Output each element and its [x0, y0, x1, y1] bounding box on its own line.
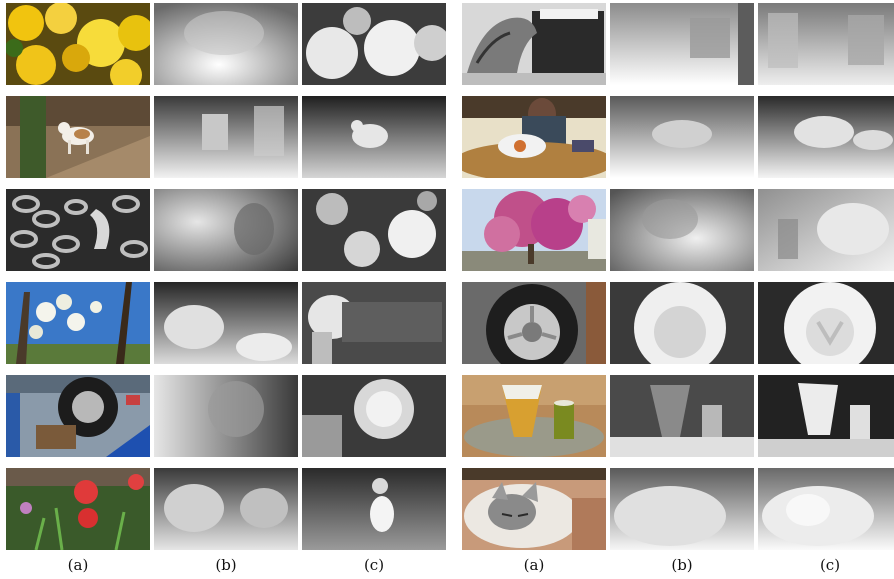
depth-map-b [154, 3, 298, 85]
depth-map-c [302, 96, 446, 178]
depth-map-c [758, 96, 894, 178]
input-image-dragon-statue [462, 3, 606, 85]
depth-map-c [758, 375, 894, 457]
column-label-a: (a) [67, 556, 89, 574]
input-image-dog-on-path [6, 96, 150, 178]
depth-map-c [758, 189, 894, 271]
depth-map-b [610, 3, 754, 85]
depth-map-c [302, 282, 446, 364]
depth-map-c [302, 3, 446, 85]
input-image-yellow-flowers [6, 3, 150, 85]
depth-map-b [610, 375, 754, 457]
column-label-b: (b) [671, 556, 693, 574]
input-image-sleeping-cat [462, 468, 606, 550]
depth-map-b [154, 282, 298, 364]
figure-grid [6, 3, 894, 550]
depth-map-b [610, 189, 754, 271]
depth-map-b [610, 96, 754, 178]
input-image-blossoming-tree [462, 189, 606, 271]
depth-map-c [302, 468, 446, 550]
input-image-metal-chains [6, 189, 150, 271]
depth-map-b [154, 468, 298, 550]
column-label-c: (c) [363, 556, 385, 574]
input-image-fries-and-drink [462, 375, 606, 457]
depth-map-c [302, 375, 446, 457]
column-label-b: (b) [215, 556, 237, 574]
depth-map-c [758, 468, 894, 550]
input-image-car-tire [462, 282, 606, 364]
input-image-person-at-table [462, 96, 606, 178]
input-image-white-blossoms [6, 282, 150, 364]
input-image-tire-under-vehicle [6, 375, 150, 457]
column-label-a: (a) [523, 556, 545, 574]
column-label-c: (c) [819, 556, 841, 574]
input-image-red-poppies [6, 468, 150, 550]
depth-map-b [154, 96, 298, 178]
depth-map-b [610, 282, 754, 364]
depth-map-b [610, 468, 754, 550]
depth-map-c [758, 282, 894, 364]
depth-map-c [302, 189, 446, 271]
depth-map-c [758, 3, 894, 85]
depth-map-b [154, 375, 298, 457]
depth-map-b [154, 189, 298, 271]
